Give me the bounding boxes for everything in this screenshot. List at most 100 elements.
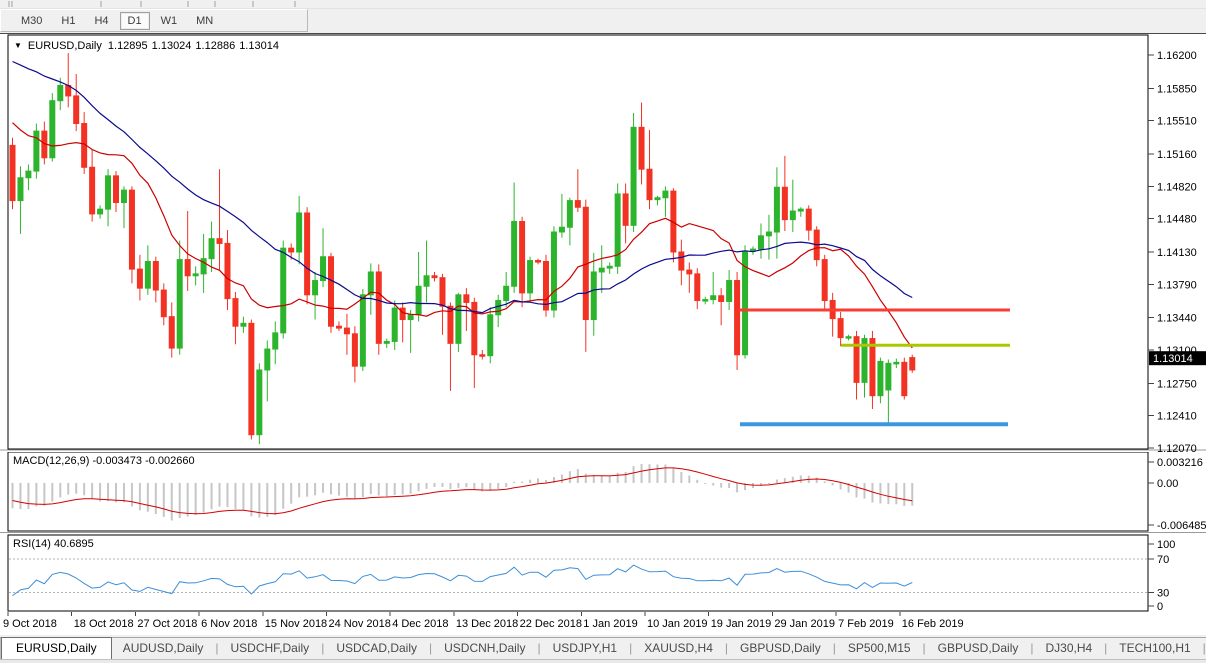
current-price-label: 1.13014 <box>1153 353 1193 365</box>
macd-histogram-bar <box>130 483 133 507</box>
macd-histogram-bar <box>720 483 723 488</box>
ma-fast-line <box>12 122 913 349</box>
ma-slow-line <box>12 60 913 314</box>
candle <box>885 359 892 425</box>
timeframe-button-mn[interactable]: MN <box>196 14 214 27</box>
macd-histogram-bar <box>911 483 914 506</box>
candle <box>335 321 342 331</box>
main-chart-panel[interactable] <box>7 34 1149 450</box>
macd-histogram-bar <box>43 483 46 506</box>
macd-histogram-bar <box>616 472 619 483</box>
macd-histogram-bar <box>465 483 468 488</box>
rsi-axis-label: 0 <box>1157 601 1163 613</box>
candle <box>176 240 183 355</box>
ohlc-close: 1.13014 <box>239 40 279 52</box>
tab-eurusd-daily[interactable]: EURUSD,Daily <box>1 637 112 660</box>
tab-separator: | <box>832 641 836 655</box>
macd-values: -0.003473 -0.002660 <box>92 455 195 467</box>
candle <box>821 254 828 311</box>
tab-tech100-h1[interactable]: TECH100,H1 <box>1119 641 1191 655</box>
candle <box>726 270 733 311</box>
candle <box>773 167 780 259</box>
candle <box>160 283 167 326</box>
macd-histogram-bar <box>115 483 118 503</box>
rsi-line <box>12 564 913 597</box>
macd-histogram-bar <box>226 483 229 508</box>
tab-sp500-m15[interactable]: SP500,M15 <box>847 641 911 655</box>
timeframe-button-w1[interactable]: W1 <box>160 14 178 27</box>
timeframe-toolbar: M30 H1 H4 D1 W1 MN <box>0 9 308 32</box>
macd-axis-label: 0.003216 <box>1157 457 1203 469</box>
candles-layer <box>9 53 916 445</box>
timeframe-button-m30[interactable]: M30 <box>21 14 43 27</box>
price-axis-label: 1.16200 <box>1157 50 1197 62</box>
candle <box>487 307 494 364</box>
candle <box>654 195 661 206</box>
macd-histogram-bar <box>688 475 691 483</box>
macd-histogram-bar <box>481 483 484 492</box>
macd-histogram-bar <box>59 483 62 498</box>
price-axis-label: 1.12070 <box>1157 443 1197 455</box>
timeframe-button-h4[interactable]: H4 <box>94 14 109 27</box>
date-axis-label: 24 Nov 2018 <box>329 618 391 630</box>
price-scale: 1.16200 1.15850 1.15510 1.15160 1.14820 1.144… <box>1148 50 1206 613</box>
tab-gbpusd-daily[interactable]: GBPUSD,Daily <box>937 641 1019 655</box>
tab-gbpusd-daily[interactable]: GBPUSD,Daily <box>740 641 821 655</box>
candle <box>232 291 239 345</box>
date-axis: 9 Oct 2018 18 Oct 2018 27 Oct 2018 6 Nov 20… <box>3 612 964 630</box>
macd-histogram-bar <box>409 483 412 494</box>
macd-histogram-bar <box>712 483 715 486</box>
macd-histogram-bar <box>75 483 78 494</box>
tab-dj30-h4[interactable]: DJ30,H4 <box>1045 641 1093 655</box>
macd-histogram-bar <box>887 483 890 505</box>
toolbar-separator <box>252 1 254 7</box>
symbol-tabbar: EURUSD,Daily AUDUSD,Daily | USDCHF,Daily | US… <box>0 637 1206 660</box>
candle <box>33 123 40 179</box>
candle <box>670 188 677 263</box>
timeframe-button-h1[interactable]: H1 <box>61 14 76 27</box>
timeframe-button-d1[interactable]: D1 <box>119 11 150 30</box>
candle <box>208 221 215 272</box>
candle <box>447 302 454 391</box>
macd-histogram-bar <box>218 483 221 507</box>
candle <box>614 183 621 274</box>
tab-usdchf-daily[interactable]: USDCHF,Daily <box>230 641 310 655</box>
candle <box>184 211 191 291</box>
macd-histogram-bar <box>67 483 70 495</box>
macd-histogram-bar <box>552 477 555 483</box>
candle <box>264 340 271 402</box>
date-axis-label: 9 Oct 2018 <box>3 618 57 630</box>
current-price-badge <box>1149 351 1206 366</box>
macd-histogram-bar <box>704 483 707 484</box>
candle <box>439 273 446 335</box>
price-axis-label: 1.13790 <box>1157 279 1197 291</box>
macd-panel[interactable] <box>7 451 1149 532</box>
chart-title: ▼ EURUSD,Daily 1.12895 1.13024 1.12886 1… <box>14 40 279 52</box>
macd-histogram-bar <box>521 481 524 483</box>
candle <box>757 223 764 259</box>
candle <box>399 302 406 343</box>
candle <box>455 292 462 352</box>
tab-usdjpy-h1[interactable]: USDJPY,H1 <box>552 641 618 655</box>
price-axis-label: 1.12410 <box>1157 411 1197 423</box>
macd-axis-label: 0.00 <box>1157 478 1178 490</box>
date-axis-label: 7 Feb 2019 <box>838 618 894 630</box>
chart-dropdown-icon[interactable]: ▼ <box>14 41 22 50</box>
rsi-panel[interactable] <box>7 534 1149 612</box>
tab-usdcnh-daily[interactable]: USDCNH,Daily <box>444 641 526 655</box>
tab-separator: | <box>215 641 219 655</box>
candle <box>168 302 175 358</box>
tab-usdcad-daily[interactable]: USDCAD,Daily <box>336 641 417 655</box>
tab-audusd-daily[interactable]: AUDUSD,Daily <box>122 641 204 655</box>
tab-separator: | <box>724 641 729 655</box>
macd-layer <box>11 464 914 521</box>
date-axis-label: 13 Dec 2018 <box>456 618 518 630</box>
tab-separator: | <box>1104 641 1108 655</box>
candle <box>359 289 366 371</box>
macd-signal-line <box>12 467 913 515</box>
ohlc-open: 1.12895 <box>107 40 148 52</box>
rsi-layer <box>9 558 1147 597</box>
tab-xauusd-h4[interactable]: XAUUSD,H4 <box>644 641 713 655</box>
macd-histogram-bar <box>27 483 30 509</box>
